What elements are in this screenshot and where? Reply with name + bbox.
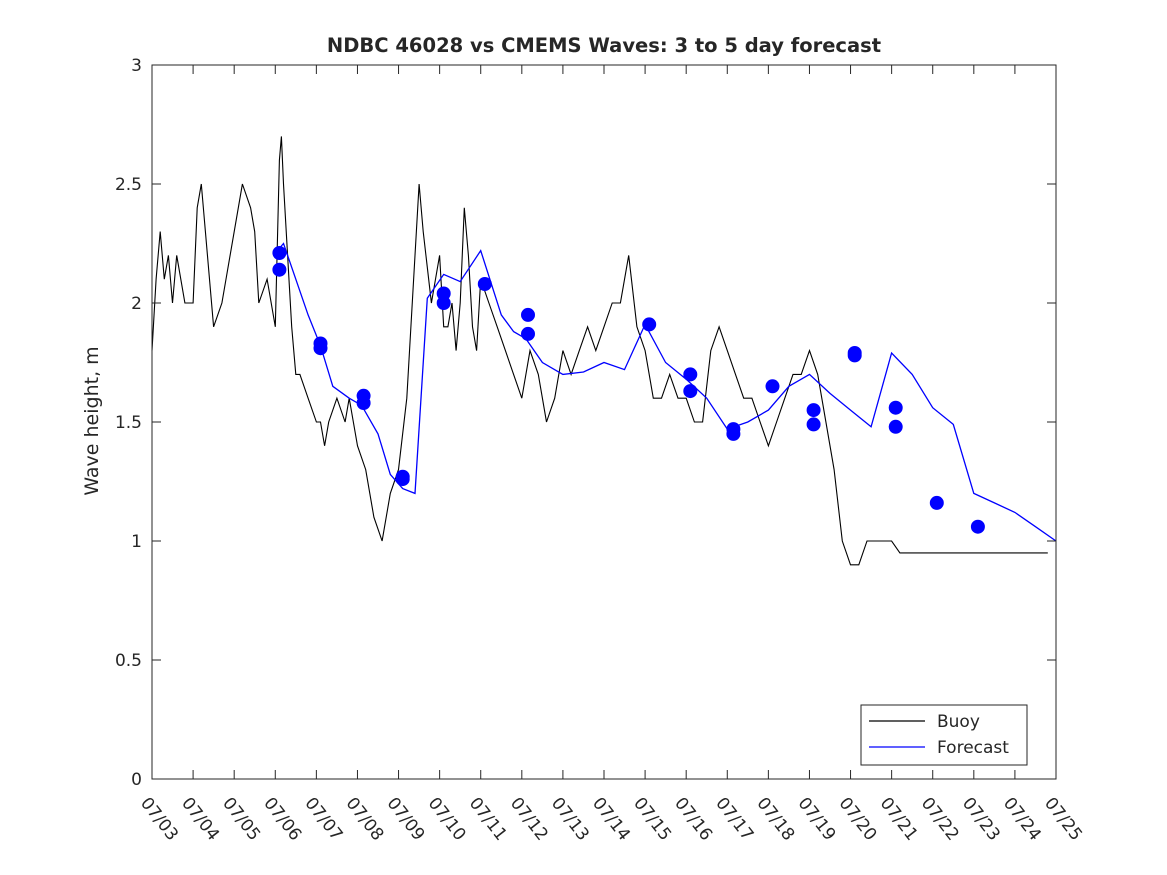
forecast-marker <box>806 403 821 418</box>
forecast-marker <box>272 246 287 260</box>
legend-box <box>860 704 1028 766</box>
x-tick-label: 07/03 <box>136 794 182 845</box>
x-tick-label: 07/16 <box>670 794 716 845</box>
legend-buoy-label: Buoy <box>937 712 980 732</box>
x-tick-label: 07/08 <box>342 794 388 845</box>
y-axis-label: Wave height, m <box>81 346 103 495</box>
x-tick-label: 07/11 <box>465 794 511 845</box>
forecast-marker <box>683 384 698 399</box>
forecast-marker <box>313 341 328 356</box>
x-tick-label: 07/05 <box>218 794 264 845</box>
plot-area <box>152 65 1056 779</box>
forecast-marker <box>847 348 862 363</box>
marker-layer <box>272 246 985 534</box>
x-tick-label: 07/09 <box>383 794 429 845</box>
forecast-marker <box>272 262 287 277</box>
forecast-marker <box>683 367 698 382</box>
y-tick-label: 2.5 <box>115 175 142 195</box>
x-tick-label: 07/25 <box>1040 794 1086 845</box>
forecast-marker <box>970 519 985 534</box>
buoy-series-line <box>151 136 1048 566</box>
x-tick-label: 07/07 <box>300 794 346 845</box>
x-tick-label: 07/14 <box>588 794 634 845</box>
forecast-marker <box>477 277 492 291</box>
y-tick-label: 0.5 <box>115 651 142 671</box>
x-tick-label: 07/06 <box>259 794 305 845</box>
forecast-marker <box>436 296 451 310</box>
x-tick-label: 07/21 <box>876 794 922 845</box>
forecast-marker <box>765 379 780 394</box>
x-tick-label: 07/19 <box>794 794 840 845</box>
x-tick-label: 07/10 <box>424 794 470 845</box>
y-tick-label: 1.5 <box>115 413 142 433</box>
x-tick-label: 07/13 <box>547 794 593 845</box>
x-tick-label: 07/15 <box>629 794 675 845</box>
forecast-marker <box>521 307 535 322</box>
x-tick-label: 07/22 <box>917 794 963 845</box>
forecast-marker <box>929 495 944 510</box>
x-tick-label: 07/12 <box>506 794 552 845</box>
forecast-marker <box>521 326 535 341</box>
forecast-marker <box>642 317 657 332</box>
forecast-marker <box>806 417 821 432</box>
forecast-marker <box>726 426 741 441</box>
plot-frame <box>151 64 1057 780</box>
y-tick-label: 3 <box>131 56 142 76</box>
y-tick-label: 2 <box>131 294 142 314</box>
forecast-marker <box>888 400 903 415</box>
x-tick-label: 07/23 <box>958 794 1004 845</box>
y-tick-label: 0 <box>131 770 142 790</box>
legend: Buoy Forecast <box>860 704 1028 766</box>
x-tick-label: 07/18 <box>752 794 798 845</box>
forecast-marker <box>356 396 371 410</box>
forecast-marker <box>888 419 903 434</box>
x-tick-label: 07/04 <box>177 794 223 845</box>
forecast-marker <box>395 472 410 487</box>
y-tick-label: 1 <box>131 532 142 552</box>
x-tick-label: 07/17 <box>711 794 757 845</box>
forecast-series-line <box>274 242 1057 542</box>
series-layer <box>151 136 1057 566</box>
x-tick-label: 07/20 <box>835 794 881 845</box>
x-tick-label: 07/24 <box>999 794 1045 845</box>
chart-title: NDBC 46028 vs CMEMS Waves: 3 to 5 day fo… <box>327 34 881 57</box>
legend-forecast-label: Forecast <box>937 738 1009 758</box>
